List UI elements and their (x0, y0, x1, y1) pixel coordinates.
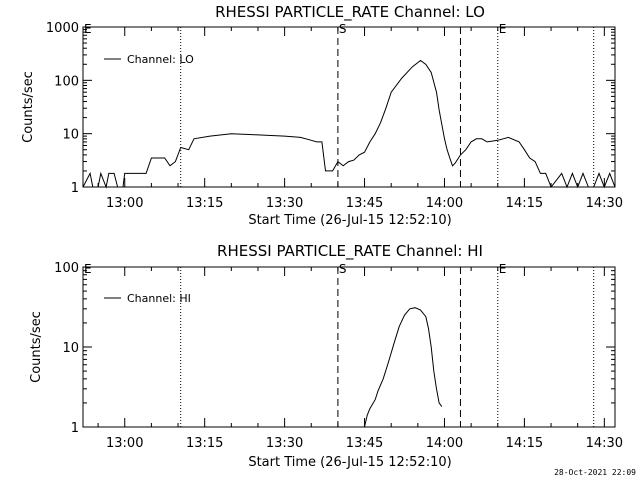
x-tick-label: 13:15 (186, 436, 223, 451)
legend-label: Channel: LO (127, 53, 194, 66)
plot-area-lo: 13:00 13:15 13:30 13:45 14:00 14:15 14:30 1 10 10… (46, 21, 623, 211)
end-marker-label: E (499, 22, 507, 36)
edge-marker-label: E (84, 22, 92, 36)
x-axis-label-hi: Start Time (26-Jul-15 12:52:10) (248, 455, 451, 470)
x-tick-label: 13:45 (346, 436, 383, 451)
end-marker-label: E (499, 262, 507, 276)
start-marker-label: S (339, 262, 347, 276)
y-tick-label: 100 (54, 74, 79, 89)
y-tick-label: 1000 (46, 21, 79, 36)
x-tick-label: 14:00 (426, 196, 463, 211)
y-axis-label-hi: Counts/sec (29, 311, 44, 383)
x-tick-label: 13:30 (266, 196, 303, 211)
x-axis-label-lo: Start Time (26-Jul-15 12:52:10) (248, 213, 451, 228)
edge-marker-label: E (84, 262, 92, 276)
start-marker-label: S (339, 22, 347, 36)
chart-title-lo: RHESSI PARTICLE_RATE Channel: LO (215, 3, 485, 22)
x-tick-label: 13:45 (346, 196, 383, 211)
y-tick-label: 10 (62, 128, 79, 143)
x-tick-label: 14:30 (586, 436, 623, 451)
y-tick-label: 10 (62, 341, 79, 356)
plot-frame-lo (82, 26, 616, 188)
timestamp: 28-Oct-2021 22:09 (554, 468, 636, 477)
plot-area-hi: 13:00 13:15 13:30 13:45 14:00 14:15 14:30 1 10 10… (54, 261, 623, 451)
x-tick-label: 13:00 (106, 196, 143, 211)
y-tick-label: 1 (71, 421, 79, 436)
y-axis-label-lo: Counts/sec (21, 71, 36, 143)
legend-label: Channel: HI (127, 292, 191, 305)
panel-hi: RHESSI PARTICLE_RATE Channel: HI 13:00 13… (29, 242, 623, 470)
panel-lo: RHESSI PARTICLE_RATE Channel: LO 13:00 13… (21, 3, 623, 228)
x-tick-label: 13:30 (266, 436, 303, 451)
y-tick-label: 1 (71, 181, 79, 196)
plot-frame-hi (82, 266, 616, 428)
chart-title-hi: RHESSI PARTICLE_RATE Channel: HI (217, 242, 483, 261)
x-tick-label: 14:15 (506, 196, 543, 211)
x-tick-label: 14:15 (506, 436, 543, 451)
series-line-hi (364, 307, 443, 428)
x-tick-label: 14:30 (586, 196, 623, 211)
x-tick-label: 13:00 (106, 436, 143, 451)
x-tick-label: 14:00 (426, 436, 463, 451)
x-tick-label: 13:15 (186, 196, 223, 211)
y-tick-label: 100 (54, 261, 79, 276)
series-line-lo (82, 59, 616, 189)
